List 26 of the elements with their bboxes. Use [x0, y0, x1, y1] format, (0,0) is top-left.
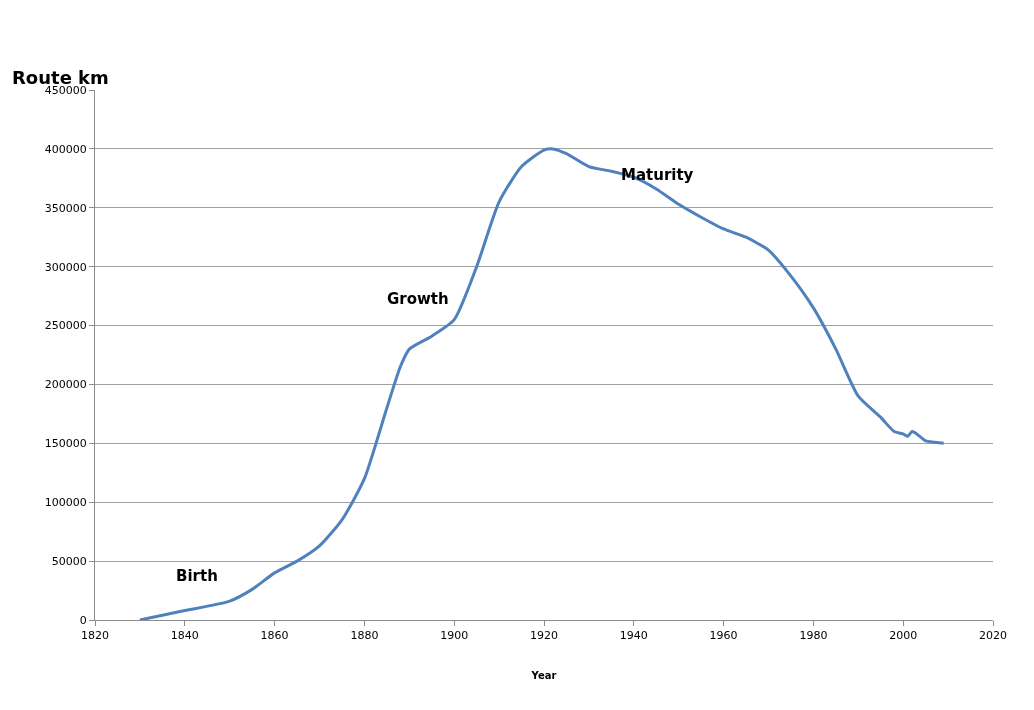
- x-tick-label: 1920: [530, 629, 558, 643]
- y-tick-label: 300000: [44, 260, 87, 274]
- x-tick-label: 1840: [170, 629, 199, 643]
- x-tick-label: 1820: [81, 629, 109, 643]
- x-tick-label: 1900: [440, 629, 469, 643]
- y-tick-label: 450000: [44, 83, 87, 97]
- y-tick-label: 50000: [51, 554, 87, 568]
- x-tick-label: 1960: [709, 629, 738, 643]
- y-tick-label: 250000: [44, 319, 87, 333]
- annotation: Growth: [387, 290, 449, 308]
- x-tick-label: 1980: [799, 629, 828, 643]
- y-tick-label: 0: [79, 613, 87, 627]
- annotation: Maturity: [621, 166, 694, 184]
- y-tick-label: 350000: [44, 201, 87, 215]
- y-tick-label: 100000: [44, 496, 87, 510]
- x-axis-title: Year: [530, 669, 557, 681]
- x-tick-label: 2000: [889, 629, 918, 643]
- x-tick-label: 1860: [260, 629, 289, 643]
- y-tick-label: 150000: [44, 437, 87, 451]
- annotation: Birth: [176, 567, 218, 585]
- y-tick-label: 400000: [44, 142, 87, 156]
- x-tick-label: 1940: [619, 629, 648, 643]
- x-tick-label: 1880: [350, 629, 379, 643]
- x-tick-label: 2020: [979, 629, 1007, 643]
- y-tick-label: 200000: [44, 378, 87, 392]
- line-series: [138, 147, 946, 620]
